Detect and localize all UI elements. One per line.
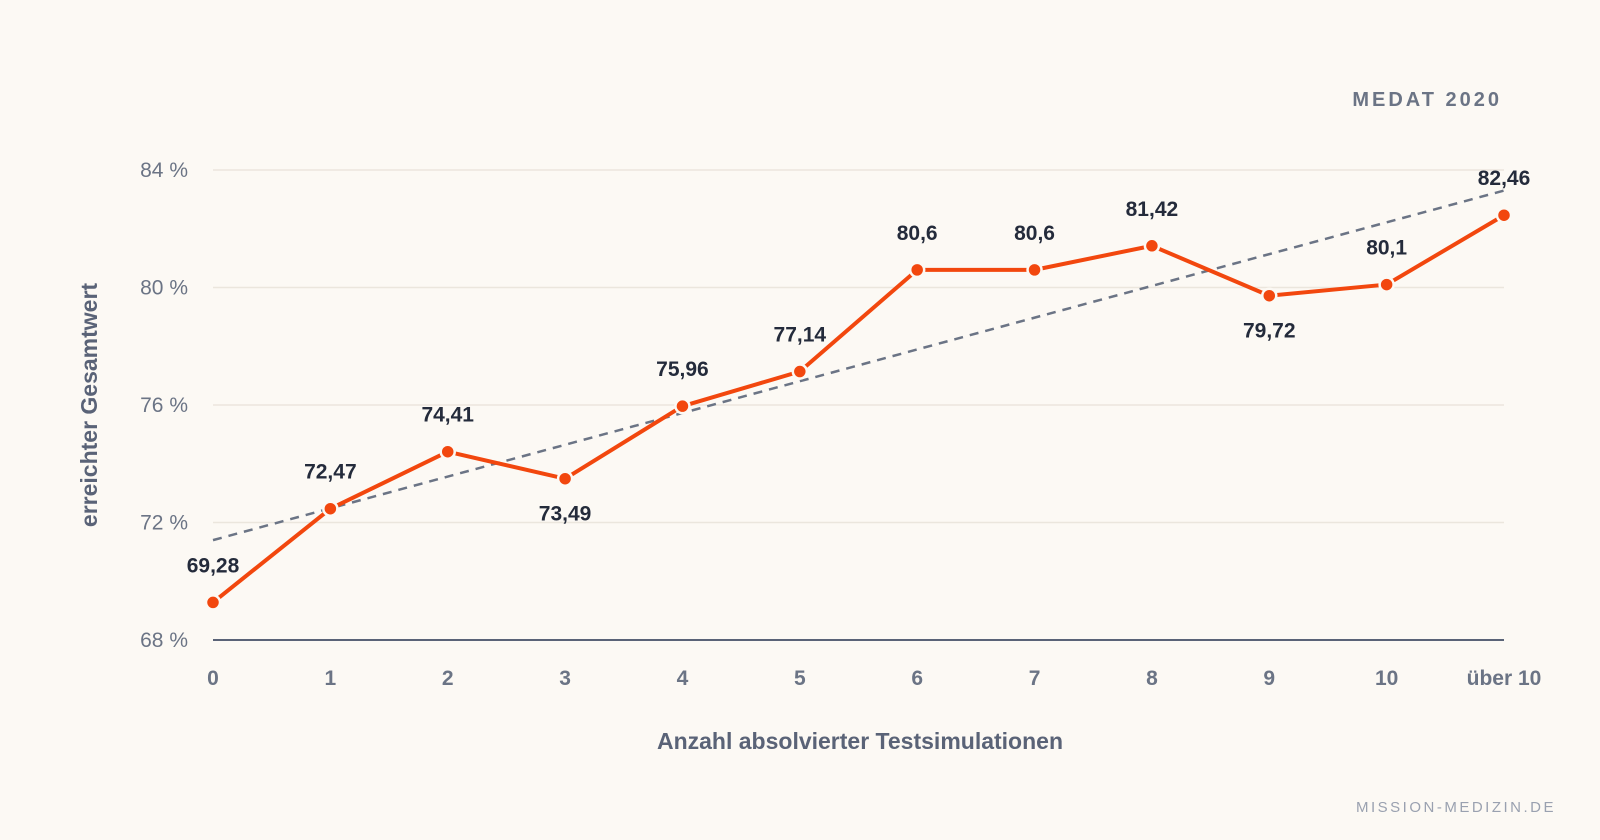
y-axis-ticks: 68 % 72 % 76 % 80 % 84 % bbox=[140, 159, 188, 652]
data-point bbox=[791, 363, 809, 380]
x-axis-ticks: 0 1 2 3 4 5 6 7 8 9 10 über 10 bbox=[207, 667, 1541, 690]
x-tick-label: über 10 bbox=[1467, 667, 1542, 690]
data-point bbox=[1143, 237, 1161, 255]
x-tick-label: 9 bbox=[1263, 667, 1275, 690]
data-point bbox=[439, 443, 456, 460]
data-point bbox=[1495, 206, 1513, 224]
x-tick-label: 4 bbox=[677, 667, 689, 690]
y-tick-label: 72 % bbox=[140, 512, 188, 535]
data-point bbox=[1378, 276, 1395, 293]
x-tick-label: 8 bbox=[1146, 667, 1158, 690]
data-label: 80,6 bbox=[897, 222, 938, 245]
y-tick-label: 68 % bbox=[140, 629, 188, 652]
data-point bbox=[1261, 287, 1278, 304]
x-tick-label: 3 bbox=[559, 667, 571, 690]
data-label: 72,47 bbox=[304, 461, 357, 484]
data-label: 74,41 bbox=[421, 404, 474, 427]
y-tick-label: 84 % bbox=[140, 159, 188, 182]
data-label: 80,6 bbox=[1014, 222, 1055, 245]
x-tick-label: 5 bbox=[794, 667, 806, 690]
data-label: 77,14 bbox=[774, 324, 827, 347]
data-label: 79,72 bbox=[1243, 320, 1296, 343]
series-group bbox=[204, 206, 1513, 611]
data-label: 69,28 bbox=[187, 554, 240, 577]
y-tick-label: 76 % bbox=[140, 394, 188, 417]
data-label: 80,1 bbox=[1366, 237, 1407, 260]
trendline bbox=[212, 189, 1505, 542]
x-tick-label: 6 bbox=[911, 667, 923, 690]
watermark-text: MISSION-MEDIZIN.DE bbox=[1356, 799, 1556, 816]
chart-badge: MEDAT 2020 bbox=[1352, 89, 1502, 111]
gridlines bbox=[213, 169, 1504, 641]
x-tick-label: 7 bbox=[1029, 667, 1041, 690]
data-point bbox=[556, 470, 574, 487]
x-tick-label: 2 bbox=[442, 667, 454, 690]
data-label: 81,42 bbox=[1126, 198, 1179, 221]
data-labels: 69,28 72,47 74,41 73,49 75,96 77,14 80,6 80,6 81… bbox=[187, 167, 1531, 577]
data-point bbox=[1026, 261, 1043, 279]
data-point bbox=[204, 594, 222, 611]
trendline-group bbox=[212, 189, 1505, 542]
x-tick-label: 0 bbox=[207, 667, 219, 690]
x-axis-label: Anzahl absolvierter Testsimulationen bbox=[657, 728, 1063, 754]
x-tick-label: 10 bbox=[1375, 667, 1398, 690]
series-line bbox=[211, 213, 1506, 605]
y-axis-label: erreichter Gesamtwert bbox=[76, 283, 102, 528]
data-label: 82,46 bbox=[1478, 167, 1531, 190]
data-label: 75,96 bbox=[656, 358, 709, 381]
data-point bbox=[908, 261, 926, 279]
y-tick-label: 80 % bbox=[140, 277, 188, 300]
data-point bbox=[322, 500, 339, 517]
x-tick-label: 1 bbox=[325, 667, 337, 690]
data-label: 73,49 bbox=[539, 503, 592, 526]
data-point bbox=[674, 397, 691, 415]
